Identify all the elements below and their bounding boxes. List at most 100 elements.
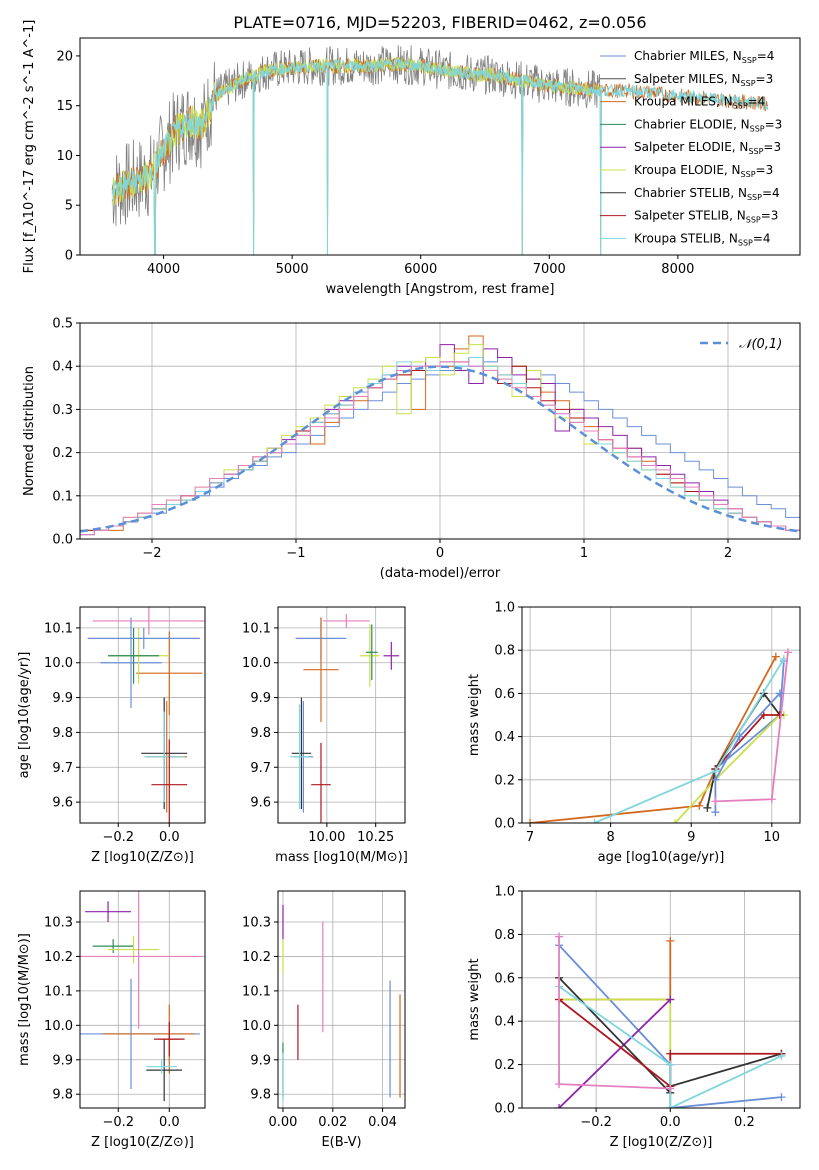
weight-line [715,652,789,803]
x-tick-label: 2 [724,546,732,561]
weight-line [559,940,672,1001]
weight-marker [526,819,535,823]
weight-marker [777,1051,786,1060]
x-axis-label: wavelength [Angstrom, rest frame] [326,282,555,297]
histogram-series [80,361,800,539]
y-tick-label: 10.0 [242,1019,271,1034]
y-tick-label: 1.0 [494,885,515,900]
y-tick-label: 9.9 [52,691,73,706]
legend-label: Chabrier MILES, NSSP=4 [634,49,774,65]
x-tick-label: 0.0 [660,1115,681,1130]
weight-marker [711,767,720,776]
weight-marker [590,819,599,823]
panel-2: 𝒩(0,1) −2 −1 0 1 2 0.0 0.1 0.2 0.3 0.4 0.5 (data-mod… [22,317,801,581]
y-tick-label: 10.2 [44,950,73,965]
x-tick-label: 9 [687,830,695,845]
x-tick-label: 7000 [533,262,566,277]
y-tick-label: 0.2 [494,1058,515,1073]
weight-marker [666,1049,675,1058]
y-tick-label: 0.8 [494,644,515,659]
legend-label: Kroupa ELODIE, NSSP=3 [634,163,773,179]
y-tick-label: 9.9 [250,691,271,706]
y-tick-label: 0.1 [52,489,73,504]
legend-label: Salpeter ELODIE, NSSP=3 [634,140,781,156]
x-axis-label: E(B-V) [321,1135,361,1150]
y-axis-label: Normed distribution [22,366,37,496]
x-tick-label: 0.00 [269,1115,298,1130]
y-tick-label: 9.7 [52,761,73,776]
y-tick-label: 10.0 [44,656,73,671]
weight-marker [759,711,768,719]
weight-marker [555,1080,564,1089]
plot-area [282,904,401,1102]
x-tick-label: 8000 [661,262,694,277]
y-tick-label: 0.4 [494,730,515,745]
weight-marker [695,801,704,810]
y-tick-label: 10.3 [44,916,73,931]
y-tick-label: 10.0 [44,1019,73,1034]
axes-frame [521,890,801,1109]
y-tick-label: 9.9 [250,1053,271,1068]
y-tick-label: 10.3 [242,916,271,931]
weight-marker [666,995,675,1004]
x-tick-label: 8 [606,830,614,845]
x-tick-label: 10.25 [357,830,394,845]
weight-marker [771,652,780,661]
y-tick-label: 9.7 [250,761,271,776]
plot-area [87,607,205,823]
panel-5: 7 8 9 10 0.0 0.2 0.4 0.6 0.8 1.0 age [log10(age/yr… [467,601,801,865]
y-tick-label: 0.2 [52,446,73,461]
y-axis-label: age [log10(age/yr)] [17,652,32,779]
x-tick-label: 5000 [276,262,309,277]
x-tick-label: 0.0 [159,1115,180,1130]
axes-frame [277,606,406,824]
plot-area [80,335,800,539]
x-tick-label: 10 [764,830,781,845]
y-tick-label: 5 [65,199,73,214]
y-tick-label: 15 [56,99,73,114]
weight-marker [666,936,675,945]
y-tick-label: 0 [65,249,73,264]
legend-label: Chabrier STELIB, NSSP=4 [634,186,780,202]
y-tick-label: 9.8 [52,1088,73,1103]
y-tick-label: 9.8 [250,1088,271,1103]
y-tick-label: 10.0 [242,656,271,671]
legend-label: Salpeter STELIB, NSSP=3 [634,209,778,225]
y-tick-label: 1.0 [494,601,515,616]
weight-marker [703,803,712,812]
weight-marker [555,1104,564,1108]
legend-label: Kroupa STELIB, NSSP=4 [634,231,771,247]
y-axis-label: mass [log10(M/M⊙)] [17,933,32,1066]
x-tick-label: 0.0 [159,830,180,845]
x-tick-label: 1 [580,546,588,561]
y-tick-label: 0.6 [494,687,515,702]
panel-3: −0.2 0.0 9.6 9.7 9.8 9.9 10.0 10.1 Z [log10(Z/Z⊙… [17,606,206,865]
plot-area [555,932,786,1108]
y-tick-label: 9.6 [52,796,73,811]
weight-marker [735,732,744,741]
plot-area [289,613,400,823]
panel-4: 10.00 10.25 9.6 9.7 9.8 9.9 10.0 10.1 mass [log1… [242,606,408,865]
normal-curve [80,365,800,533]
y-tick-label: 10.1 [44,984,73,999]
spectrum-kroupa-miles [111,56,769,255]
spectrum-kroupa-stelib [111,57,769,255]
legend-label: Chabrier ELODIE, NSSP=3 [634,117,782,133]
weight-line [558,998,671,1108]
weight-marker [777,1093,786,1102]
x-tick-label: −0.2 [580,1115,612,1130]
axes-frame [79,37,801,256]
panel-8: −0.2 0.0 0.2 0.0 0.2 0.4 0.6 0.8 1.0 Z [log10(Z/Z… [467,885,801,1150]
weight-marker [666,1104,675,1108]
panel-1: Chabrier MILES, NSSP=4 Salpeter MILES, NS… [22,20,801,297]
x-axis-label: Z [log10(Z/Z⊙)] [91,850,194,865]
weight-marker [711,797,720,806]
weight-marker [711,808,720,817]
weight-marker [666,1060,675,1069]
x-tick-label: −1 [286,546,305,561]
y-tick-label: 0.0 [494,817,515,832]
weight-marker [767,795,776,804]
plot-area [526,648,792,823]
plot-area [111,45,769,255]
